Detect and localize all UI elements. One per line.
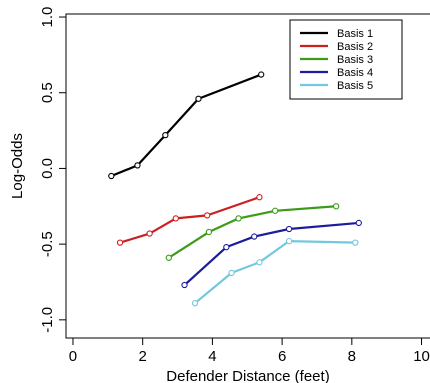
data-point [191, 300, 199, 307]
x-tick-label: 8 [348, 348, 356, 365]
x-tick-label: 4 [208, 348, 216, 365]
data-point [285, 225, 293, 233]
legend-label: Basis 2 [337, 41, 373, 53]
series-basis-4 [181, 219, 362, 289]
data-point [108, 172, 115, 180]
data-point [332, 203, 340, 210]
legend-label: Basis 3 [337, 54, 373, 66]
data-point [181, 281, 188, 289]
x-tick-label: 6 [278, 348, 286, 365]
y-tick-label: 0.0 [39, 158, 56, 179]
legend-label: Basis 5 [337, 80, 373, 92]
series-layer [108, 71, 362, 307]
y-tick-label: 1.0 [39, 7, 56, 28]
data-point [165, 254, 172, 261]
data-point [352, 239, 359, 246]
data-point [256, 259, 263, 266]
data-point [205, 228, 213, 236]
series-line [110, 73, 262, 178]
data-point [204, 212, 211, 219]
data-point [355, 219, 362, 227]
legend-label: Basis 4 [337, 67, 373, 79]
series-basis-2 [116, 194, 263, 246]
data-point [258, 71, 265, 78]
plot-frame [65, 13, 430, 339]
data-point [235, 215, 242, 222]
series-line [194, 240, 356, 305]
data-point [116, 239, 124, 246]
data-point [172, 215, 179, 222]
series-basis-5 [191, 237, 359, 307]
data-point [223, 244, 230, 251]
y-tick-label: -0.5 [39, 231, 56, 257]
y-tick-label: -1.0 [39, 307, 56, 333]
series-line [168, 205, 337, 259]
data-point [195, 95, 202, 102]
y-tick-label: 0.5 [39, 82, 56, 103]
x-tick-label: 10 [413, 348, 430, 365]
x-axis: 0 2 4 6 8 10 [69, 338, 430, 365]
series-basis-3 [165, 203, 340, 261]
x-tick-label: 2 [139, 348, 147, 365]
x-tick-label: 0 [69, 348, 77, 365]
series-basis-1 [108, 71, 265, 180]
data-point [285, 237, 293, 245]
y-axis: 1.0 0.5 0.0 -0.5 -1.0 [39, 7, 66, 333]
x-axis-title: Defender Distance (feet) [166, 368, 329, 383]
data-point [256, 194, 263, 201]
data-point [228, 269, 235, 277]
data-point [134, 162, 141, 169]
legend-label: Basis 1 [337, 28, 373, 40]
y-axis-title: Log-Odds [9, 133, 26, 199]
data-point [146, 230, 153, 237]
data-point [162, 131, 169, 139]
data-point [251, 233, 258, 240]
data-point [271, 207, 279, 214]
